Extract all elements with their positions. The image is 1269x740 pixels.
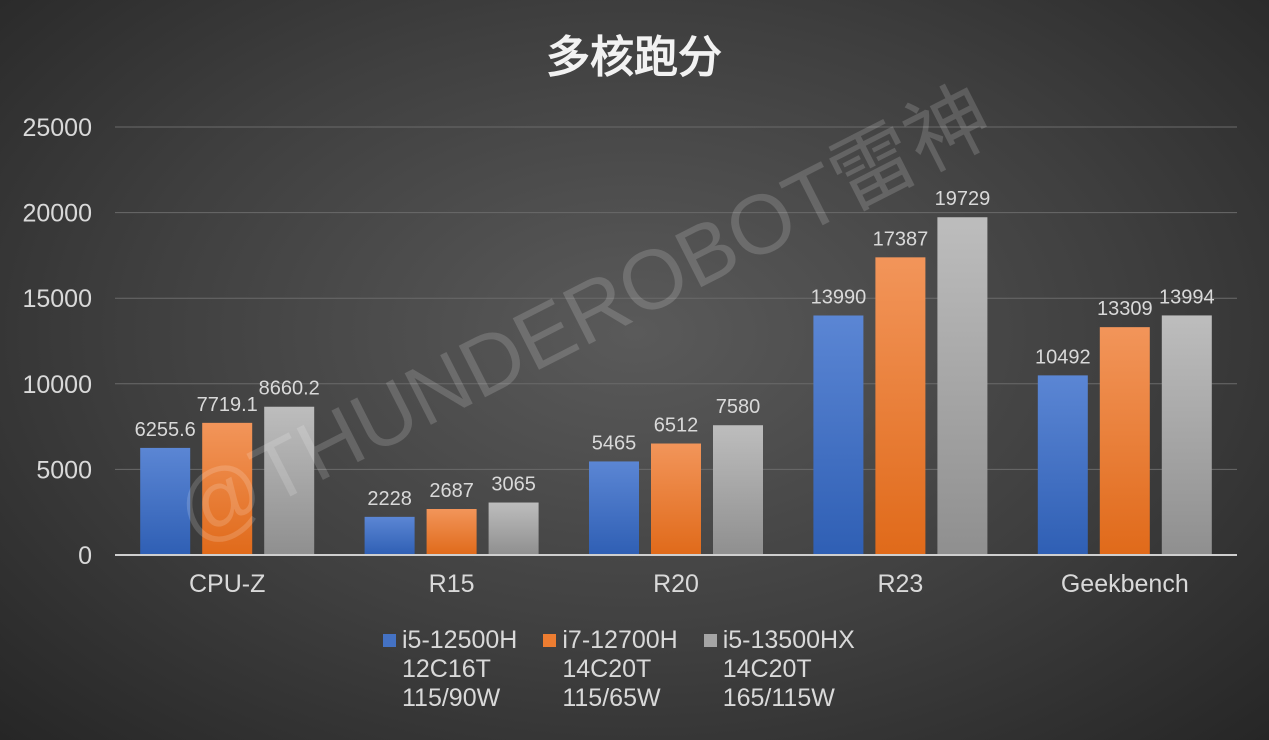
- data-label: 6512: [654, 415, 699, 437]
- data-label: 13994: [1159, 286, 1215, 308]
- legend-swatch: [383, 634, 396, 647]
- legend-item: i5-13500HX 14C20T 165/115W: [703, 626, 855, 713]
- data-label: 7580: [716, 396, 761, 418]
- chart-title: 多核跑分: [546, 32, 722, 83]
- x-tick-label: R20: [653, 570, 699, 598]
- bar-2-1: [651, 443, 701, 555]
- legend-label: i7-12700H: [562, 626, 678, 654]
- legend-label: 12C16T: [402, 655, 491, 683]
- bar-1-1: [426, 508, 477, 555]
- bar-0-0: [140, 447, 191, 555]
- legend-swatch: [703, 634, 717, 647]
- bar-3-1: [875, 257, 926, 555]
- bar-1-0: [364, 516, 415, 555]
- x-tick-label: CPU-Z: [189, 570, 265, 598]
- bar-4-2: [1161, 315, 1212, 555]
- bar-2-2: [713, 425, 763, 555]
- bar-3-2: [937, 217, 988, 556]
- y-tick-label: 25000: [22, 114, 92, 142]
- bar-4-1: [1099, 327, 1150, 555]
- bar-4-0: [1037, 375, 1088, 555]
- bars-group: [140, 217, 1212, 556]
- legend: i5-12500H 12C16T 115/90W i7-12700H 14C20T 115…: [383, 626, 855, 713]
- legend-item: i5-12500H 12C16T 115/90W: [383, 626, 517, 713]
- y-tick-label: 10000: [22, 371, 92, 399]
- bar-0-1: [202, 422, 253, 555]
- data-label: 8660.2: [259, 378, 320, 400]
- data-label: 5465: [592, 432, 637, 454]
- legend-label: i5-13500HX: [722, 626, 855, 654]
- bar-3-0: [813, 315, 864, 555]
- x-tick-label: Geekbench: [1061, 570, 1189, 598]
- bar-0-2: [264, 406, 315, 555]
- legend-label: 115/65W: [562, 684, 661, 712]
- data-label: 13990: [811, 286, 867, 308]
- y-axis: 0 5000 10000 15000 20000 25000: [22, 114, 92, 570]
- bar-2-0: [589, 461, 639, 555]
- x-axis: CPU-Z R15 R20 R23 Geekbench: [115, 554, 1237, 598]
- legend-swatch: [543, 634, 557, 647]
- y-tick-label: 15000: [22, 285, 92, 313]
- y-tick-label: 20000: [22, 200, 92, 228]
- y-tick-label: 5000: [36, 456, 92, 484]
- x-tick-label: R15: [429, 570, 475, 598]
- x-tick-label: R23: [877, 570, 923, 598]
- data-label: 2228: [367, 488, 412, 510]
- data-label: 13309: [1097, 298, 1153, 320]
- data-label: 3065: [491, 474, 536, 496]
- legend-label: i5-12500H: [402, 626, 518, 654]
- legend-label: 115/90W: [402, 684, 501, 712]
- bar-1-2: [488, 502, 539, 555]
- data-label: 6255.6: [135, 419, 196, 441]
- data-label: 17387: [873, 228, 929, 250]
- data-label: 19729: [935, 188, 991, 210]
- legend-label: 165/115W: [722, 684, 835, 712]
- data-label: 2687: [429, 480, 474, 502]
- y-tick-label: 0: [78, 542, 92, 570]
- data-label: 10492: [1035, 346, 1091, 368]
- data-label: 7719.1: [197, 394, 258, 416]
- legend-label: 14C20T: [562, 655, 652, 683]
- legend-item: i7-12700H 14C20T 115/65W: [543, 626, 678, 713]
- legend-label: 14C20T: [722, 655, 812, 683]
